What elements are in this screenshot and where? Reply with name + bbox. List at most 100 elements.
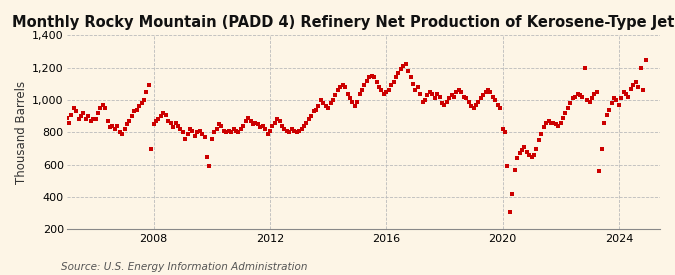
Point [410, 88, 421, 92]
Point [531, 146, 542, 151]
Point [548, 120, 559, 125]
Point [614, 103, 624, 107]
Point [80, 117, 91, 122]
Point [194, 128, 205, 133]
Point [383, 88, 394, 92]
Point [359, 83, 370, 88]
Point [539, 125, 549, 130]
Point [597, 146, 608, 151]
Point [100, 106, 111, 110]
Point [119, 127, 130, 131]
Point [90, 117, 101, 122]
Point [350, 104, 360, 109]
Point [475, 96, 486, 101]
Point [628, 83, 639, 88]
Point [580, 65, 591, 70]
Point [265, 128, 275, 133]
Point [529, 153, 539, 157]
Point [155, 114, 166, 118]
Point [507, 192, 518, 196]
Point [161, 112, 171, 117]
Point [553, 124, 564, 128]
Point [92, 111, 103, 115]
Point [226, 130, 237, 134]
Point [470, 103, 481, 107]
Point [439, 103, 450, 107]
Point [209, 130, 220, 134]
Point [97, 103, 108, 107]
Point [454, 88, 464, 92]
Point [257, 124, 268, 128]
Point [330, 93, 341, 97]
Point [274, 119, 285, 123]
Point [599, 120, 610, 125]
Point [400, 62, 411, 67]
Point [109, 127, 120, 131]
Point [558, 116, 568, 120]
Point [286, 127, 297, 131]
Point [292, 130, 302, 134]
Point [536, 132, 547, 136]
Point [626, 86, 637, 91]
Point [456, 90, 466, 94]
Point [591, 90, 602, 94]
Point [490, 98, 501, 102]
Point [175, 127, 186, 131]
Point [405, 75, 416, 79]
Point [129, 109, 140, 114]
Point [344, 96, 355, 101]
Point [214, 122, 225, 127]
Point [248, 122, 259, 127]
Point [313, 104, 324, 109]
Point [369, 75, 379, 79]
Point [335, 85, 346, 89]
Point [170, 120, 181, 125]
Point [621, 91, 632, 96]
Point [497, 127, 508, 131]
Point [306, 114, 317, 118]
Point [342, 91, 353, 96]
Point [197, 132, 208, 136]
Point [318, 101, 329, 105]
Point [223, 128, 234, 133]
Point [221, 130, 232, 134]
Point [589, 91, 600, 96]
Point [618, 90, 629, 94]
Point [269, 120, 280, 125]
Point [601, 112, 612, 117]
Point [78, 111, 89, 115]
Point [376, 88, 387, 92]
Point [385, 83, 396, 88]
Point [609, 96, 620, 101]
Y-axis label: Thousand Barrels: Thousand Barrels [15, 81, 28, 184]
Point [296, 127, 307, 131]
Point [85, 119, 96, 123]
Point [315, 98, 326, 102]
Point [126, 114, 137, 118]
Point [281, 128, 292, 133]
Point [204, 164, 215, 169]
Point [638, 88, 649, 92]
Point [190, 133, 200, 138]
Point [441, 100, 452, 104]
Point [71, 109, 82, 114]
Point [577, 95, 588, 99]
Point [182, 132, 193, 136]
Point [141, 90, 152, 94]
Point [252, 122, 263, 127]
Point [364, 75, 375, 79]
Point [500, 130, 510, 134]
Title: Monthly Rocky Mountain (PADD 4) Refinery Net Production of Kerosene-Type Jet Fue: Monthly Rocky Mountain (PADD 4) Refinery… [12, 15, 675, 30]
Point [425, 90, 435, 94]
Point [240, 119, 251, 123]
Point [480, 90, 491, 94]
Point [623, 95, 634, 99]
Point [298, 124, 309, 128]
Point [603, 108, 614, 112]
Point [367, 73, 377, 78]
Point [461, 96, 472, 101]
Point [187, 128, 198, 133]
Point [151, 119, 161, 123]
Point [66, 112, 77, 117]
Point [117, 132, 128, 136]
